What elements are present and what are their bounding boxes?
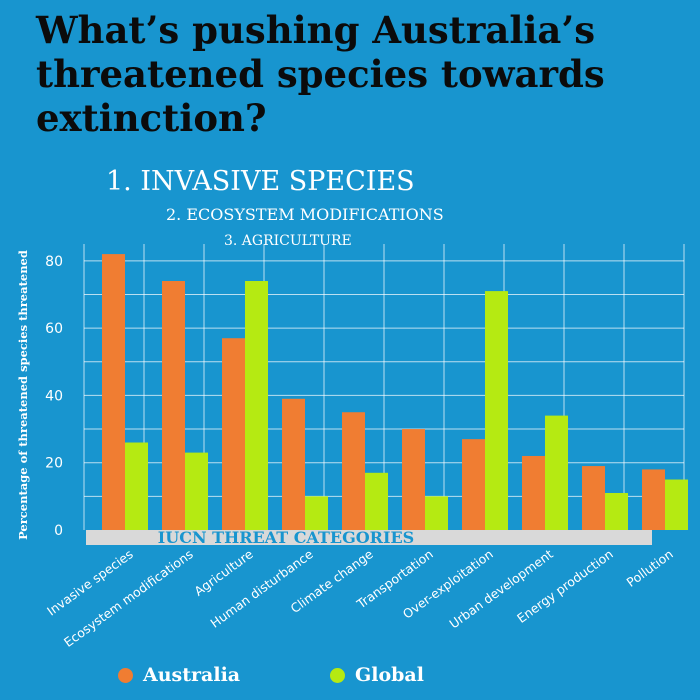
y-tick-label: 0: [54, 523, 63, 539]
bar-global: [185, 452, 208, 530]
rank-1: 1. INVASIVE SPECIES: [106, 166, 415, 197]
x-tick-label: Pollution: [624, 546, 676, 590]
legend-australia: Australia: [118, 664, 240, 686]
bar-australia: [222, 338, 245, 530]
bar-global: [125, 442, 148, 530]
legend-label-australia: Australia: [143, 664, 241, 686]
bars: [102, 254, 688, 530]
bar-australia: [282, 398, 305, 530]
bar-global: [425, 496, 448, 530]
legend-swatch-global: [330, 667, 345, 683]
bar-global: [485, 291, 508, 530]
bar-global: [605, 492, 628, 530]
bar-australia: [462, 439, 485, 530]
bar-global: [305, 496, 328, 530]
x-tick-label: Urban development: [446, 546, 555, 631]
bar-global: [665, 479, 688, 530]
legend-label-global: Global: [355, 664, 424, 686]
x-tick-label: Human disturbance: [207, 546, 316, 631]
rank-2: 2. ECOSYSTEM MODIFICATIONS: [166, 205, 444, 224]
y-tick-label: 60: [45, 321, 63, 337]
bar-australia: [522, 455, 545, 530]
rank-3: 3. AGRICULTURE: [224, 233, 352, 249]
bar-australia: [102, 254, 125, 530]
bar-global: [365, 472, 388, 530]
bar-australia: [162, 281, 185, 530]
x-axis-band: [86, 530, 652, 545]
y-axis-label: Percentage of threatened species threate…: [16, 250, 30, 540]
bar-global: [545, 415, 568, 530]
bar-australia: [402, 429, 425, 530]
bar-australia: [642, 469, 665, 530]
y-axis-ticks: 0 20 40 60 80: [45, 254, 63, 539]
legend-swatch-australia: [118, 667, 133, 683]
y-tick-label: 40: [45, 388, 63, 404]
page-title: What’s pushing Australia’s threatened sp…: [36, 8, 605, 140]
bar-global: [245, 281, 268, 530]
legend-global: Global: [330, 664, 424, 686]
bar-australia: [342, 412, 365, 530]
x-axis-label: IUCN THREAT CATEGORIES: [158, 528, 414, 547]
y-tick-label: 20: [45, 456, 63, 472]
y-tick-label: 80: [45, 254, 63, 270]
bar-australia: [582, 466, 605, 530]
